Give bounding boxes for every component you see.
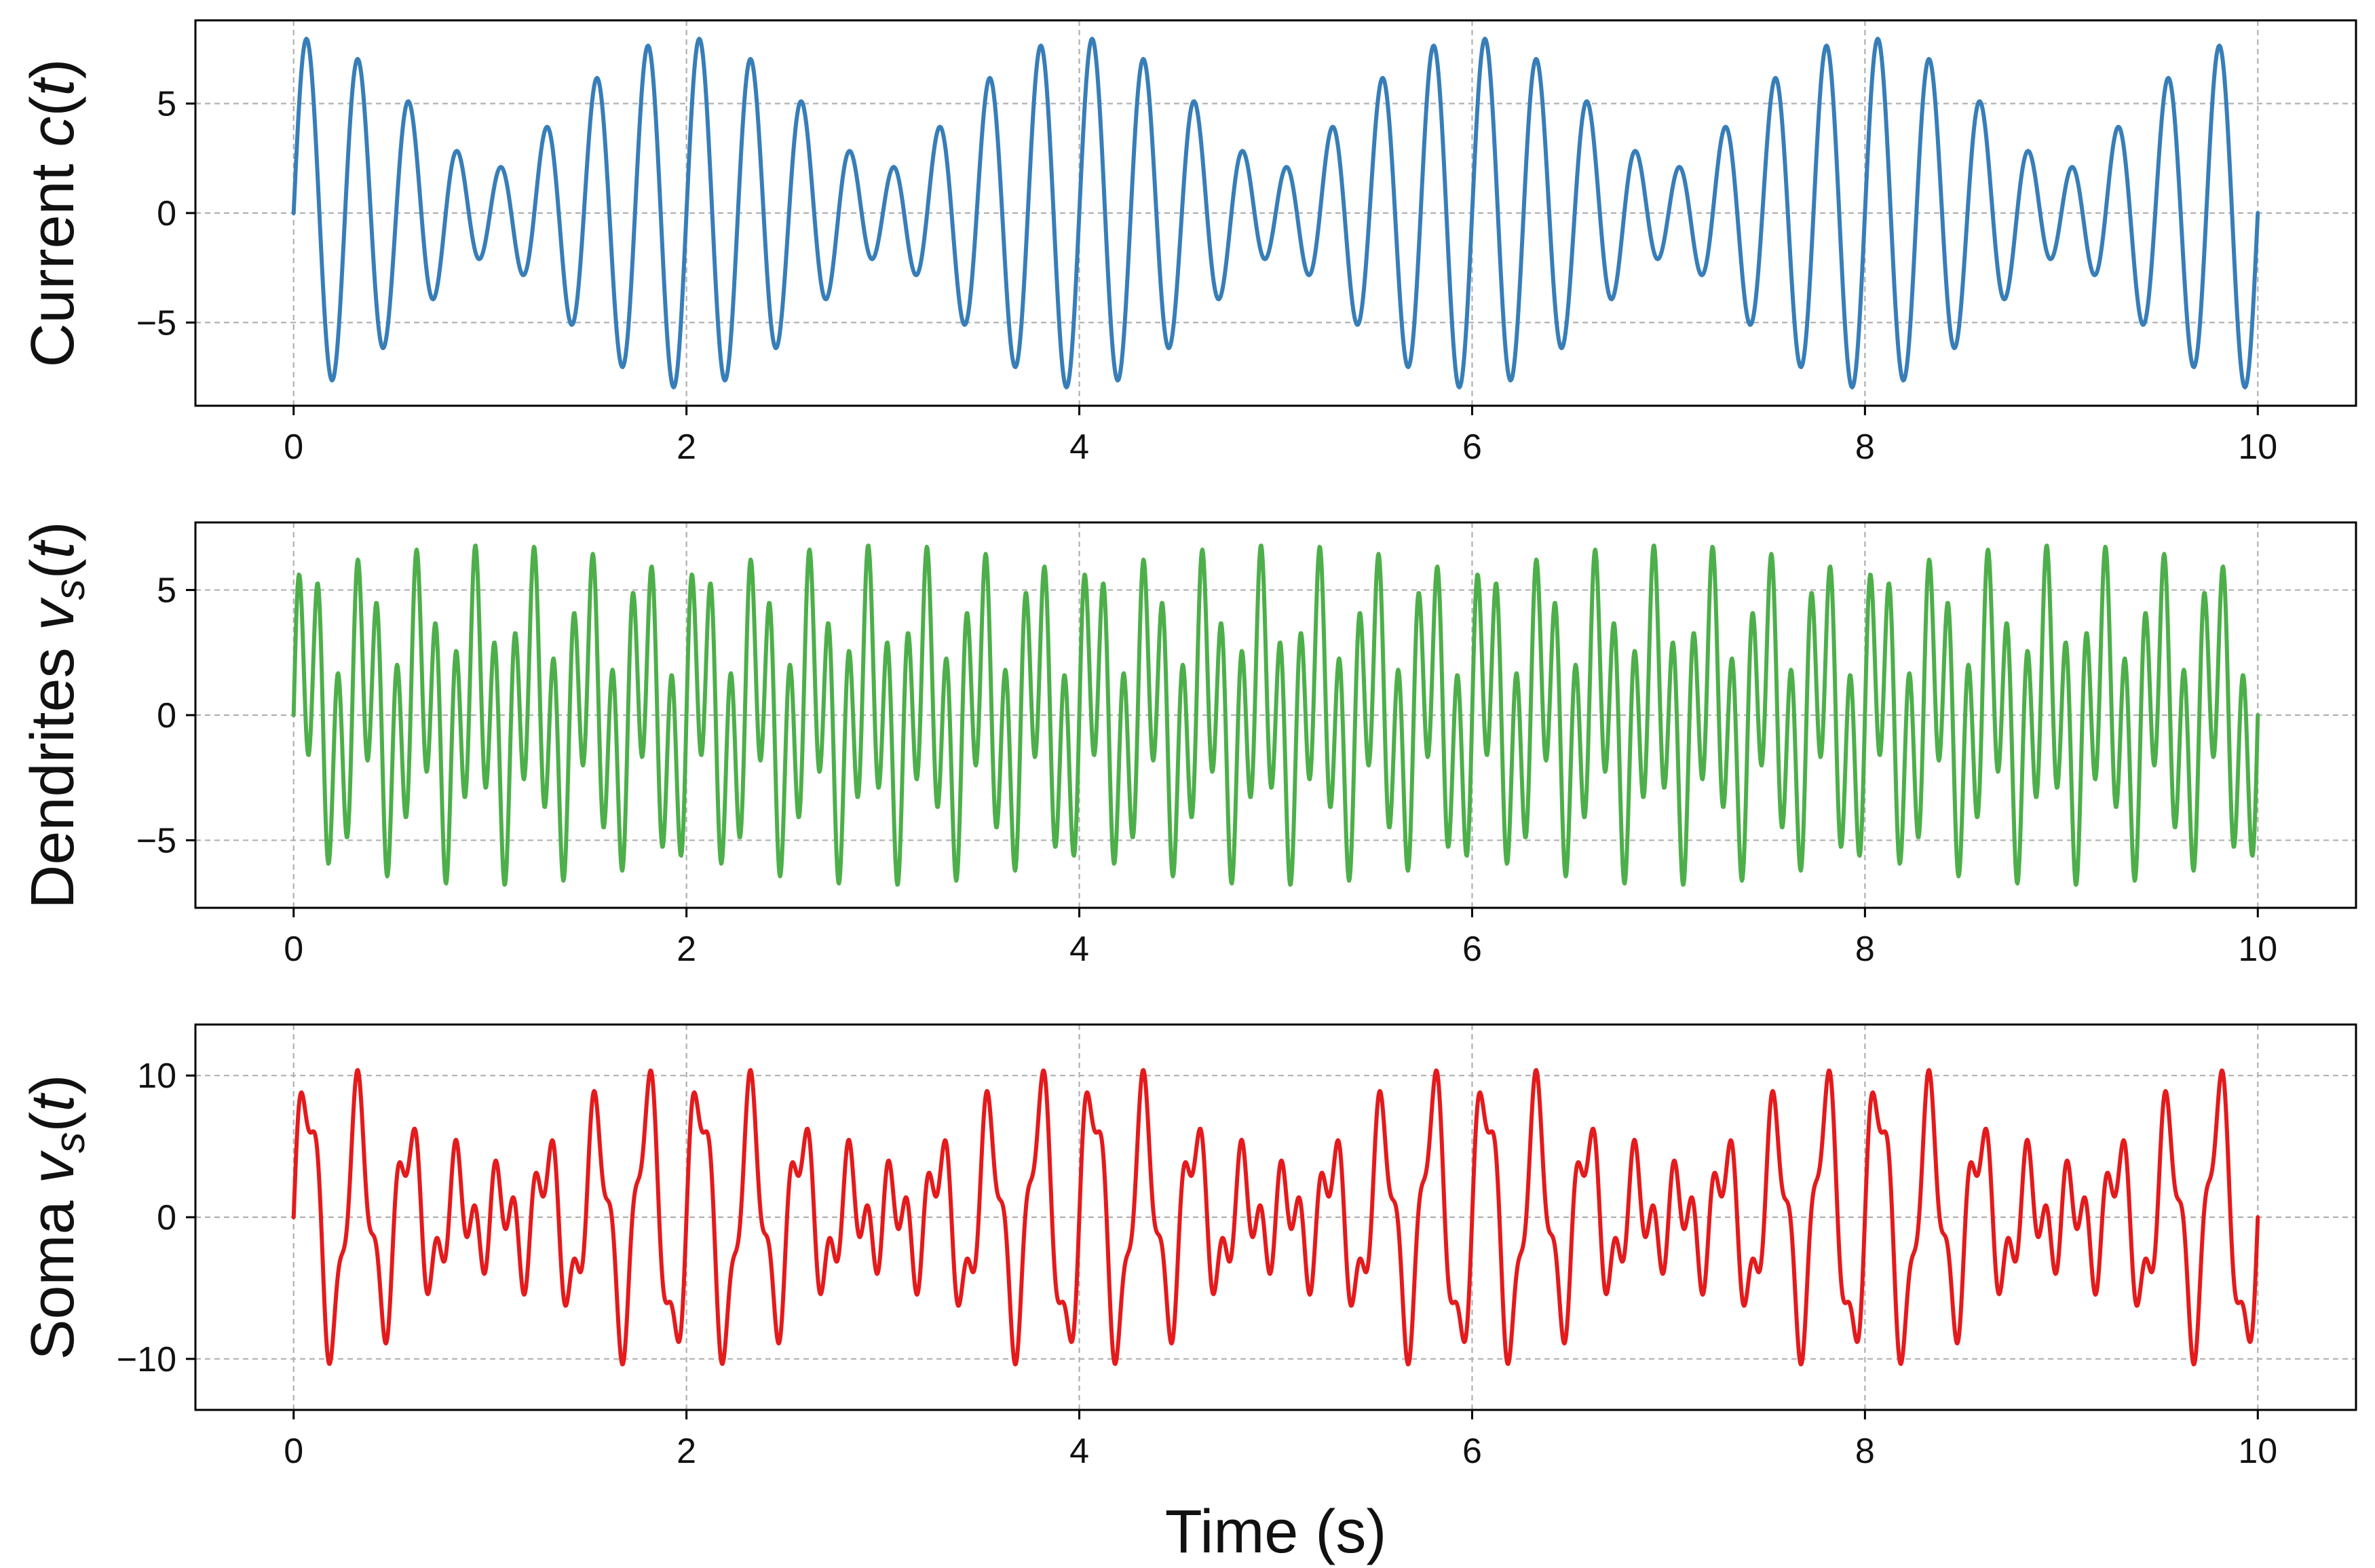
x-tick-label: 6 [1462, 930, 1482, 969]
x-tick-label: 0 [284, 1432, 303, 1471]
x-tick-label: 10 [2238, 427, 2277, 467]
y-tick-label: −5 [136, 821, 176, 860]
x-tick-label: 4 [1069, 1432, 1089, 1471]
panel-3: 0 2 4 6 8 10 −10 0 10 Soma vs(t) Time (s) [19, 1023, 2357, 1566]
x-tick-label: 4 [1069, 427, 1089, 467]
series-line [291, 37, 2260, 389]
x-tick-label: 2 [677, 930, 696, 969]
x-tick-label: 2 [677, 427, 696, 467]
series-line [291, 543, 2260, 887]
panel-2: 0 2 4 6 8 10 −5 0 5 Dendrites vs(t) [19, 521, 2357, 969]
y-tick-label: 0 [157, 194, 176, 233]
y-tick-label: 5 [157, 85, 176, 124]
y-tick-label: 0 [157, 1198, 176, 1238]
panel-1: 0 2 4 6 8 10 −5 0 5 Current c(t) [19, 19, 2357, 467]
y-axis-label: Current c(t) [19, 58, 87, 367]
x-tick-label: 0 [284, 930, 303, 969]
x-axis-label: Time (s) [1165, 1498, 1387, 1566]
series-line [291, 1068, 2260, 1366]
y-tick-label: 10 [137, 1056, 176, 1096]
y-tick-label: −10 [117, 1340, 176, 1379]
y-tick-label: 0 [157, 696, 176, 735]
y-tick-label: −5 [136, 303, 176, 343]
x-tick-label: 10 [2238, 1432, 2277, 1471]
x-tick-label: 2 [677, 1432, 696, 1471]
x-tick-label: 8 [1855, 427, 1875, 467]
x-tick-label: 6 [1462, 427, 1482, 467]
x-tick-label: 10 [2238, 930, 2277, 969]
x-tick-label: 8 [1855, 1432, 1875, 1471]
x-tick-label: 8 [1855, 930, 1875, 969]
y-axis-label: Soma vs(t) [19, 1074, 94, 1360]
x-tick-label: 0 [284, 427, 303, 467]
y-axis-label: Dendrites vs(t) [19, 521, 94, 909]
x-tick-label: 4 [1069, 930, 1089, 969]
y-tick-label: 5 [157, 571, 176, 611]
x-tick-label: 6 [1462, 1432, 1482, 1471]
